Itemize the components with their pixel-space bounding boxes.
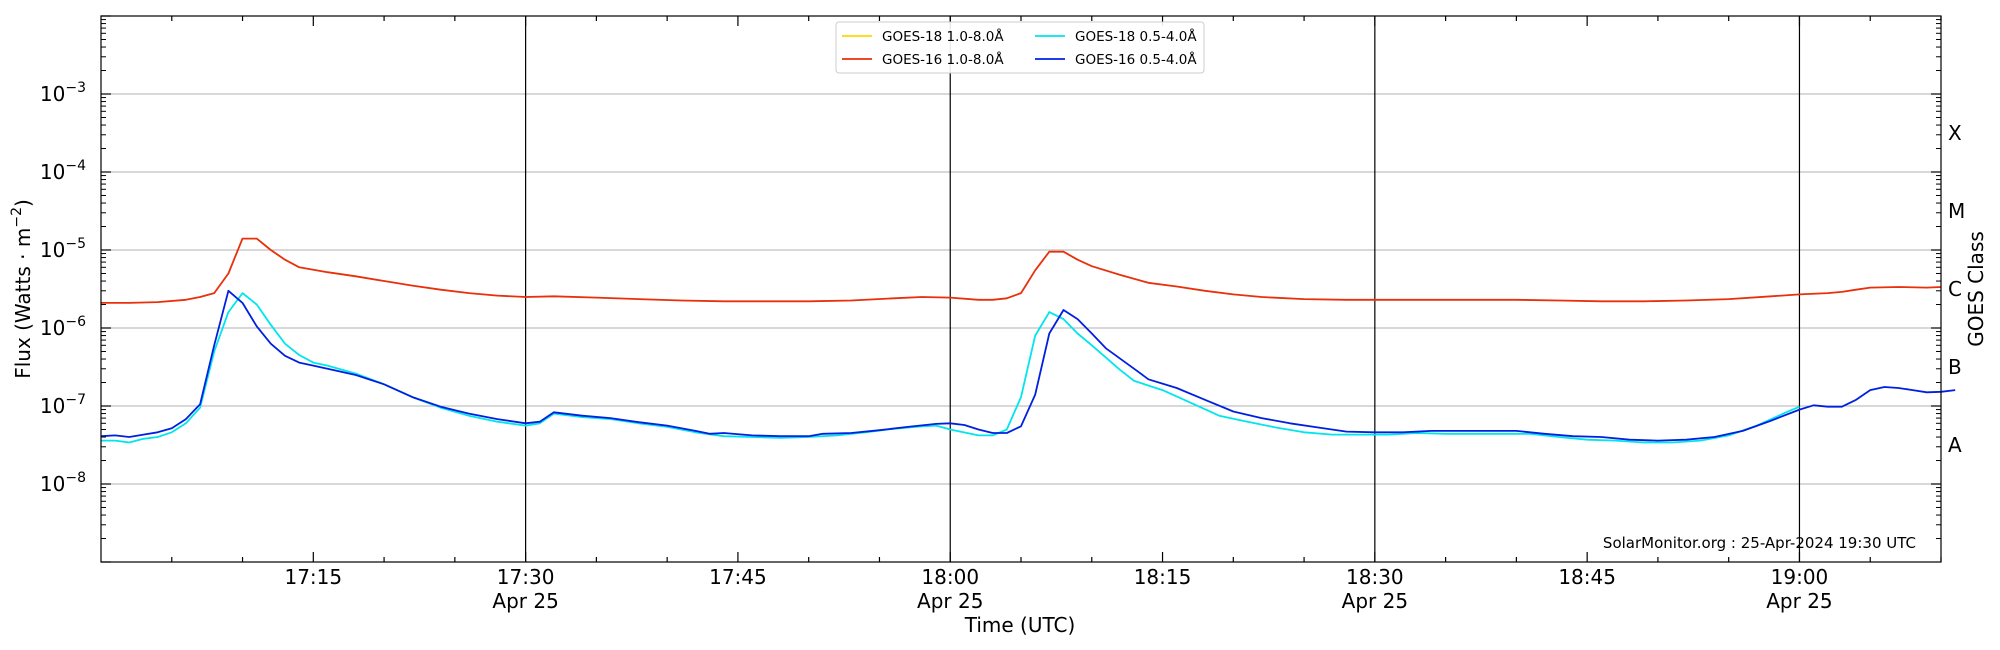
y-tick-label: 10−3 — [40, 80, 86, 106]
goes-class-label: X — [1948, 121, 1962, 145]
y-tick-label: 10−7 — [40, 392, 86, 418]
right-axis-label: GOES Class — [1964, 231, 1988, 347]
legend: GOES-18 1.0-8.0Å GOES-16 1.0-8.0Å GOES-18 … — [835, 21, 1205, 74]
flux-series — [100, 237, 1956, 444]
axis-ticks — [101, 15, 1942, 563]
legend-label: GOES-18 0.5-4.0Å — [1075, 28, 1197, 45]
x-tick-label-time: 19:00 — [1771, 565, 1829, 589]
goes-class-labels: A B C M X — [1948, 121, 1965, 457]
x-tick-label-time: 18:45 — [1558, 565, 1616, 589]
goes-class-label: C — [1948, 277, 1962, 301]
legend-box — [835, 21, 1205, 74]
legend-label: GOES-16 1.0-8.0Å — [882, 51, 1004, 68]
y-tick-label: 10−6 — [40, 314, 86, 340]
legend-label: GOES-18 1.0-8.0Å — [882, 28, 1004, 45]
y-tick-label: 10−8 — [40, 470, 86, 496]
y-tick-label: 10−4 — [40, 158, 86, 184]
x-tick-label-date: Apr 25 — [1342, 589, 1408, 613]
y-axis-label-exponent: −2 — [9, 207, 25, 228]
legend-label: GOES-16 0.5-4.0Å — [1075, 51, 1197, 68]
x-tick-label-date: Apr 25 — [492, 589, 558, 613]
x-tick-label-time: 17:45 — [709, 565, 767, 589]
x-axis-label: Time (UTC) — [964, 613, 1076, 637]
day-divider-lines — [525, 16, 1801, 562]
goes-class-label: A — [1948, 433, 1962, 457]
y-axis-label-close: ) — [11, 199, 35, 207]
y-tick-label: 10−5 — [40, 236, 86, 262]
goes-class-label: M — [1948, 199, 1965, 223]
x-tick-label-date: Apr 25 — [917, 589, 983, 613]
y-axis-label: Flux (Watts · m−2) — [9, 199, 35, 379]
x-tick-label-time: 18:15 — [1134, 565, 1192, 589]
goes-class-label: B — [1948, 355, 1962, 379]
grid-lines — [101, 93, 1941, 485]
x-tick-label-time: 18:00 — [921, 565, 979, 589]
x-tick-label-time: 17:15 — [284, 565, 342, 589]
series-line-4 — [100, 289, 1956, 442]
x-tick-label-time: 18:30 — [1346, 565, 1404, 589]
series-line-2 — [101, 237, 1942, 304]
source-annotation: SolarMonitor.org : 25-Apr-2024 19:30 UTC — [1603, 534, 1916, 552]
x-tick-label-date: Apr 25 — [1766, 589, 1832, 613]
plot-frame — [100, 15, 1942, 563]
x-tick-label-time: 17:30 — [497, 565, 555, 589]
